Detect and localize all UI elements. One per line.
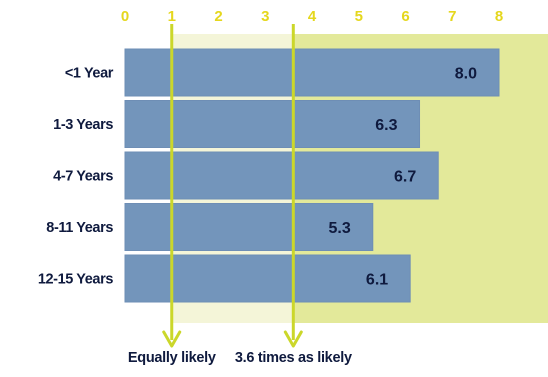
x-tick-label: 8 — [495, 8, 503, 25]
bars — [124, 48, 500, 303]
x-tick-label: 6 — [401, 8, 409, 25]
reference-arrowhead — [162, 330, 182, 348]
x-tick-label: 0 — [121, 8, 129, 25]
value-label: 5.3 — [329, 220, 351, 237]
category-label: 8-11 Years — [46, 220, 113, 236]
x-tick-label: 1 — [168, 8, 176, 25]
reference-line-label: Equally likely — [128, 350, 216, 366]
bar — [124, 48, 500, 97]
category-label: 12-15 Years — [38, 272, 113, 288]
x-tick-label: 2 — [214, 8, 222, 25]
x-tick-label: 7 — [448, 8, 456, 25]
value-label: 8.0 — [455, 66, 477, 83]
category-label: 4-7 Years — [53, 169, 113, 185]
value-label: 6.1 — [366, 272, 388, 289]
category-label: <1 Year — [65, 66, 114, 82]
value-label: 6.7 — [394, 169, 416, 186]
reference-lines — [162, 24, 303, 348]
value-label: 6.3 — [375, 117, 397, 134]
bar — [124, 100, 421, 148]
bar — [124, 203, 374, 251]
labels: 0 1 2 3 4 5 6 7 8 <1 Year 8.0 1-3 Years 6.3 4-7 Years… — [38, 8, 503, 366]
reference-line-label: 3.6 times as likely — [235, 350, 352, 366]
reference-arrowhead — [283, 330, 303, 348]
x-tick-label: 5 — [355, 8, 363, 25]
category-label: 1-3 Years — [53, 117, 113, 133]
x-tick-label: 3 — [261, 8, 269, 25]
x-tick-label: 4 — [308, 8, 317, 25]
bar — [124, 151, 439, 200]
